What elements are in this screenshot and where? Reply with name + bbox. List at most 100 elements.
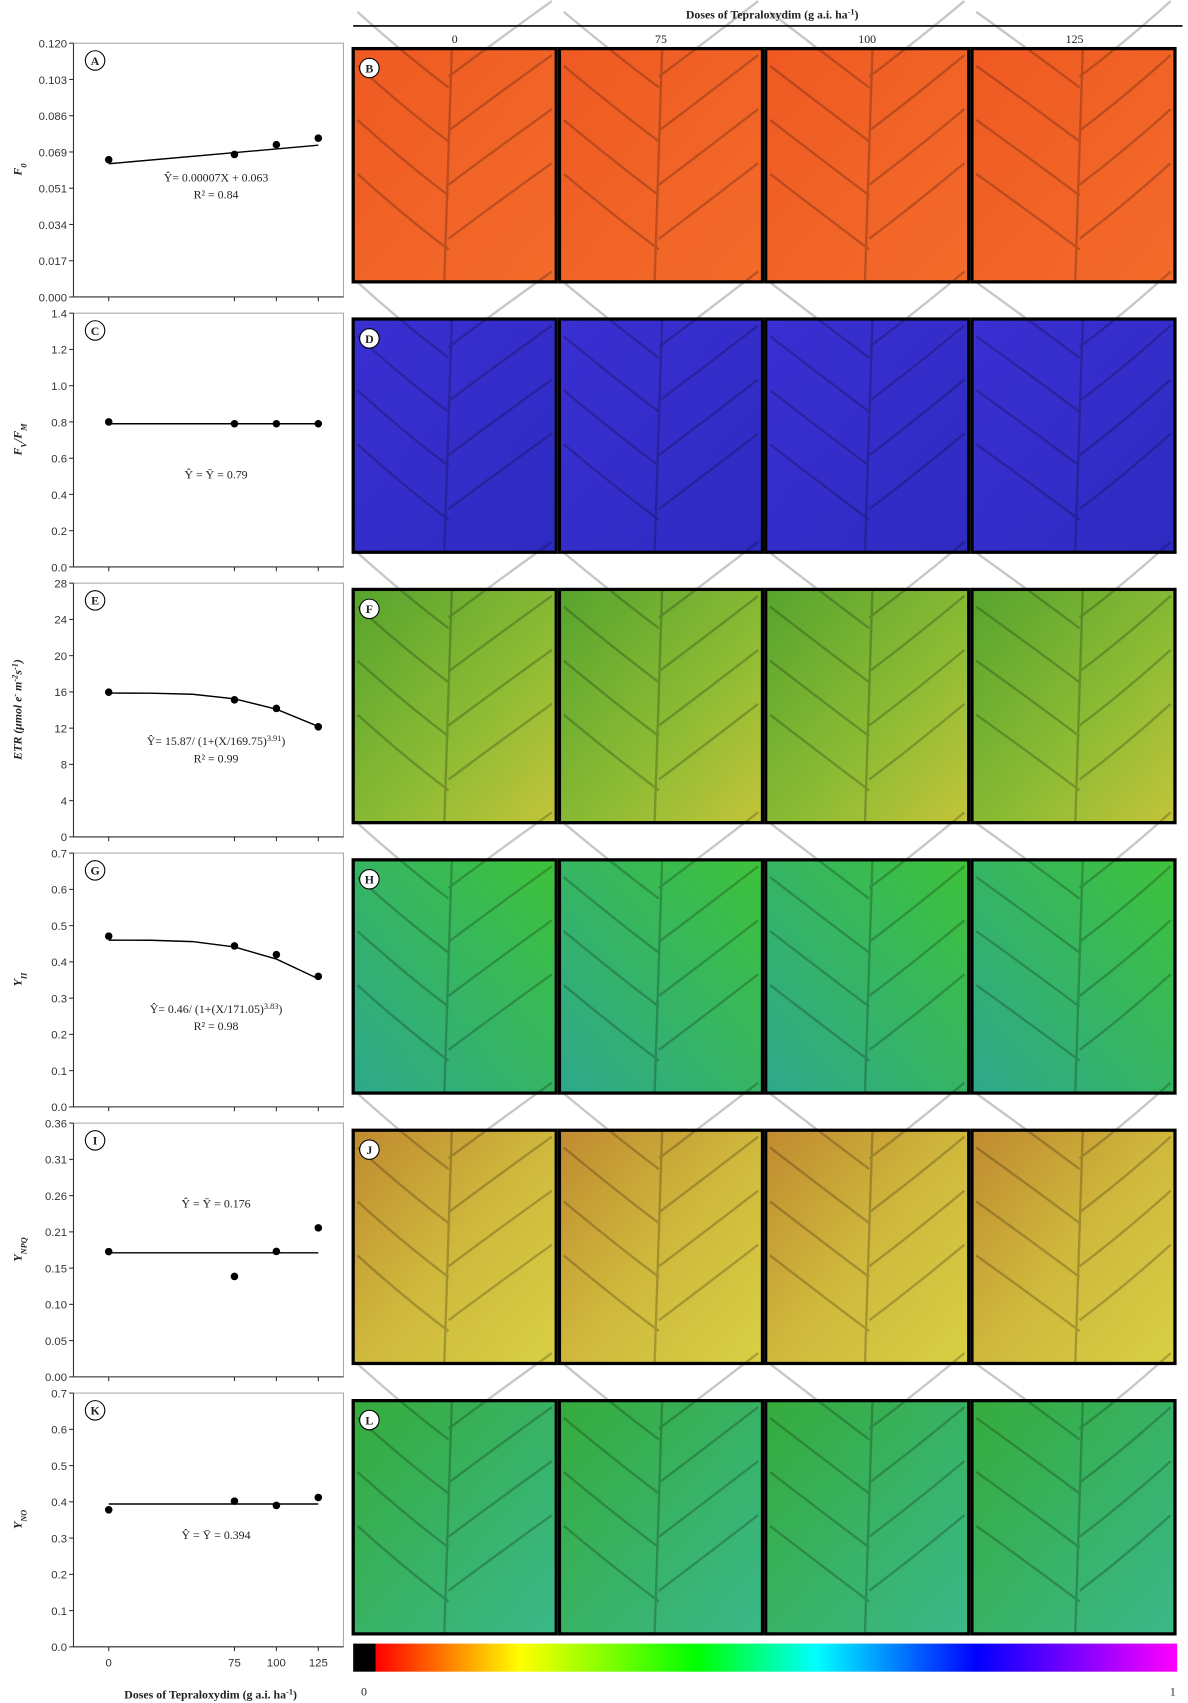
y-axis-title: YNO (11, 1510, 29, 1529)
leaf-vein (356, 1081, 553, 1364)
script-part: -2 (10, 675, 19, 682)
panel-letter: K (90, 1404, 100, 1418)
panel-letter: A (91, 54, 100, 68)
data-point (314, 1224, 323, 1232)
script-part: II (19, 972, 28, 980)
data-point (230, 419, 239, 428)
data-point (272, 419, 281, 428)
data-point (230, 1272, 239, 1281)
header-title: Doses of Tepraloxydim (g a.i. ha-1) (686, 7, 859, 21)
data-point (104, 1506, 113, 1514)
leaf-image (351, 317, 558, 554)
annotation: Ŷ = Ȳ = 0.394 (182, 1528, 251, 1542)
data-point (272, 704, 281, 713)
panel-letter: F (366, 602, 373, 616)
panel-letter: H (365, 873, 375, 887)
panel-badge (359, 328, 380, 349)
y-tick-label: 0.3 (51, 1533, 67, 1545)
panel-badge (84, 1400, 106, 1421)
script-part: -1 (848, 7, 855, 16)
y-tick-label: 1.0 (51, 381, 67, 393)
dose-label: 0 (452, 32, 458, 46)
leaf-vein (563, 811, 759, 1094)
panel-badge (359, 868, 380, 890)
panel-letter: J (366, 1143, 372, 1157)
panel-letter: C (91, 324, 100, 338)
text-part: R² = 0.98 (194, 1019, 239, 1033)
y-tick-label: 1.4 (51, 308, 67, 320)
annotation: Ŷ= 0.00007X + 0.063 (164, 170, 269, 184)
leaf-image (970, 1128, 1177, 1366)
y-axis-title: YNPQ (11, 1237, 29, 1261)
text-part: R² = 0.99 (194, 751, 239, 765)
text-part: Y (11, 977, 25, 986)
y-tick-label: 0.6 (51, 885, 67, 897)
script-part: -1 (286, 1687, 293, 1696)
script-part: NO (19, 1510, 28, 1523)
leaf-vein (975, 0, 1172, 282)
annotation: R² = 0.99 (194, 751, 239, 765)
leaf-image (557, 858, 765, 1095)
text-part: Doses of Tepraloxydim (g a.i. ha (686, 7, 848, 21)
y-tick-label: 0.0 (51, 1642, 67, 1654)
leaf-image (764, 317, 971, 554)
text-part: Doses of Tepraloxydim (g a.i. ha (124, 1688, 286, 1702)
data-point (314, 134, 323, 142)
leaf-image (764, 587, 971, 825)
annotation: Ŷ = Ȳ = 0.79 (184, 467, 247, 481)
leaf-vein (563, 1352, 759, 1634)
y-tick-label: 0.00 (45, 1372, 67, 1384)
leaf-vein (769, 540, 966, 823)
y-tick-label: 0.3 (51, 993, 67, 1005)
y-tick-label: 12 (54, 723, 67, 735)
text-part: Y (11, 1253, 25, 1262)
plot-frame (72, 582, 345, 838)
x-tick-label: 0 (106, 1657, 112, 1669)
y-tick-label: 0.7 (51, 1388, 67, 1400)
colorbar-max: 1 (1170, 1684, 1176, 1698)
text-part: R² = 0.84 (194, 188, 239, 202)
panel-badge (84, 50, 106, 71)
text-part: Ŷ = Ȳ = 0.79 (184, 467, 247, 481)
script-part: 3.83 (264, 1001, 279, 1010)
data-point (230, 1497, 239, 1505)
y-axis-title: ETR (μmol e- m-2s-1) (10, 659, 24, 761)
x-tick-label: 100 (267, 1657, 286, 1669)
panel-badge (359, 598, 380, 620)
y-tick-label: 0.1 (51, 1606, 67, 1618)
leaf-vein (563, 270, 759, 553)
y-tick-label: 0.103 (39, 75, 67, 87)
leaf-vein (769, 1081, 966, 1364)
leaf-vein (563, 0, 759, 282)
y-tick-label: 0.31 (45, 1155, 67, 1167)
leaf-vein (769, 0, 966, 282)
leaf-vein (563, 1081, 759, 1364)
data-point (314, 419, 323, 428)
leaf-vein (356, 1352, 553, 1634)
panel-letter: E (91, 594, 99, 608)
panel-badge (359, 1139, 380, 1160)
leaf-vein (975, 541, 1172, 823)
y-tick-label: 28 (54, 578, 67, 590)
panel-badge (359, 57, 380, 79)
leaf-image (351, 1399, 558, 1636)
leaf-image (764, 46, 971, 284)
y-tick-label: 0 (61, 832, 67, 844)
panel-letter: G (90, 864, 99, 878)
data-point (104, 932, 113, 940)
leaf-image (970, 587, 1177, 825)
panel-letter: D (365, 332, 374, 346)
leaf-vein (356, 270, 553, 553)
leaf-image (351, 587, 558, 825)
y-tick-label: 0.017 (39, 256, 67, 268)
leaf-image (970, 46, 1177, 284)
data-point (104, 1247, 113, 1256)
text-part: /F (11, 431, 25, 443)
script-part: M (19, 423, 28, 432)
text-part: Ŷ= 0.46/ (1+(X/171.05) (150, 1002, 264, 1016)
data-point (272, 950, 281, 959)
y-tick-label: 0.0 (51, 1102, 67, 1114)
leaf-vein (356, 811, 553, 1094)
plot-frame (72, 312, 345, 568)
annotation: Ŷ= 15.87/ (1+(X/169.75)3.91) (147, 734, 286, 749)
